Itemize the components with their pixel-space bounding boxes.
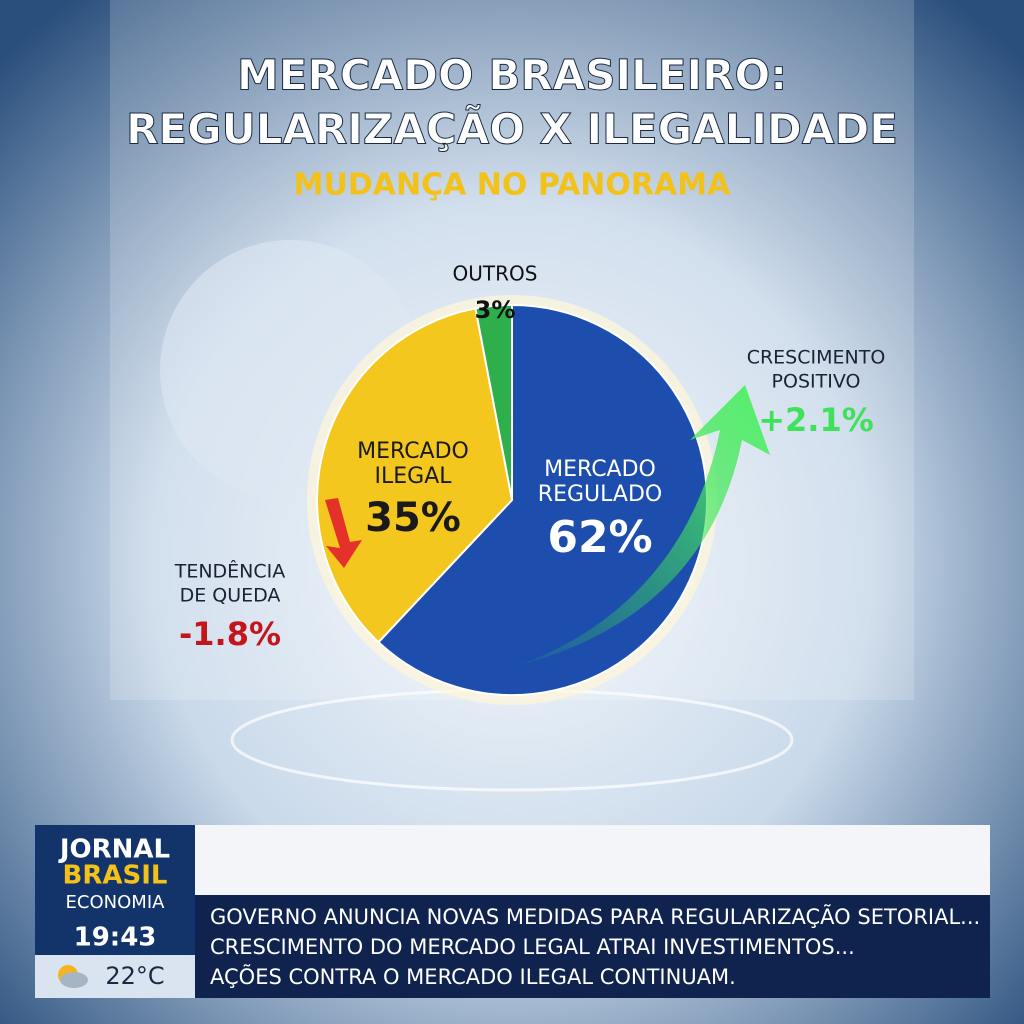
decline-arrow (325, 498, 362, 568)
time: 19:43 (74, 923, 157, 953)
slice-label: MERCADO (544, 457, 656, 482)
growth-arrow (520, 385, 770, 665)
temperature: 22°C (105, 962, 164, 990)
pie: MERCADOREGULADO62%MERCADOILEGAL35%OUTROS… (316, 262, 708, 696)
value-label: 62% (547, 512, 652, 563)
headline: CRESCIMENTO DO MERCADO LEGAL ATRAI INVES… (210, 935, 855, 959)
brand: BRASIL (63, 861, 168, 891)
title-group: MERCADO BRASILEIRO: REGULARIZAÇÃO X ILEG… (126, 50, 899, 203)
annotation-label: POSITIVO (772, 371, 861, 393)
slice-label: OUTROS (453, 262, 538, 286)
title-line: REGULARIZAÇÃO X ILEGALIDADE (126, 104, 898, 154)
slice-label: MERCADO (357, 439, 469, 464)
annotation-label: DE QUEDA (180, 585, 281, 607)
brand: JORNAL (58, 835, 170, 865)
annotation-change: -1.8% (179, 615, 281, 653)
annotation-label: CRESCIMENTO (747, 347, 886, 369)
weather-icon (60, 972, 88, 988)
value-label: 35% (365, 495, 461, 541)
pie-slice (377, 303, 708, 696)
ticker-top-bar (195, 825, 990, 895)
pie-slice (474, 303, 513, 501)
subtitle: MUDANÇA NO PANORAMA (294, 168, 731, 203)
title-line: MERCADO BRASILEIRO: (237, 51, 787, 100)
annotation-label: TENDÊNCIA (174, 560, 286, 583)
annotation-change: +2.1% (758, 401, 874, 439)
ticker: JORNAL BRASIL ECONOMIA 19:43 22°C GOVERN… (35, 825, 990, 998)
headline: GOVERNO ANUNCIA NOVAS MEDIDAS PARA REGUL… (210, 903, 980, 929)
headline: AÇÕES CONTRA O MERCADO ILEGAL CONTINUAM. (210, 963, 736, 989)
slice-label: REGULADO (538, 482, 662, 507)
value-label: 3% (475, 296, 516, 324)
section: ECONOMIA (66, 892, 166, 913)
ticker-headline-bar (195, 895, 990, 998)
pie-slice (316, 307, 514, 644)
slice-label: ILEGAL (375, 464, 453, 489)
